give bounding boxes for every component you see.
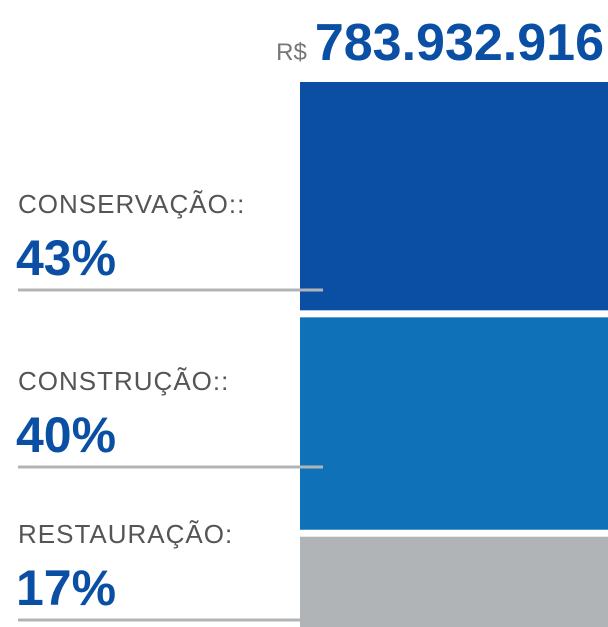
chart-title: R$ 783.932.916 [276,14,604,72]
currency-prefix: R$ [276,39,307,66]
category-label: CONSERVAÇÃO:: [18,189,245,219]
bar-segment [300,536,608,627]
total-value: 783.932.916 [315,14,604,72]
bar-segment [300,317,608,530]
category-label: RESTAURAÇÃO: [18,519,233,549]
value-label: 40% [16,407,116,463]
bar-segment [300,82,608,311]
value-label: 17% [16,560,116,616]
value-label: 43% [16,230,116,286]
category-label: CONSTRUÇÃO:: [18,366,229,396]
